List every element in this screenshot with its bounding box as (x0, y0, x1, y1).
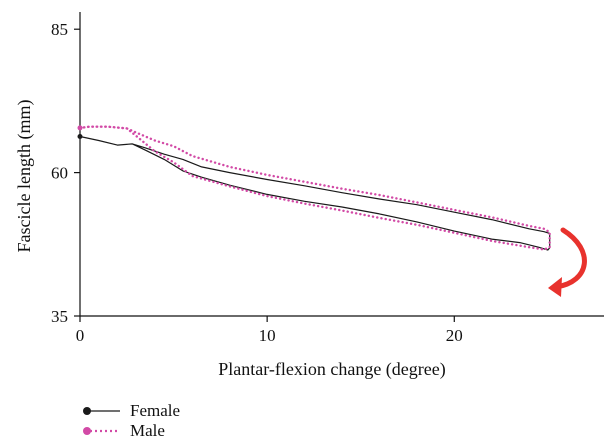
axes: 35 60 85 0 10 20 (51, 12, 604, 345)
x-tick-label: 10 (259, 326, 276, 345)
legend-swatch-female (83, 407, 120, 415)
legend-swatch-male (83, 427, 120, 435)
y-tick-label: 60 (51, 164, 68, 183)
legend-label-female: Female (130, 401, 181, 420)
x-tick-label: 20 (446, 326, 463, 345)
x-axis-label: Plantar-flexion change (degree) (218, 359, 446, 380)
red-curved-arrow-shaft (553, 227, 587, 290)
legend-item-male: Male (80, 421, 180, 441)
annotation-layer (548, 227, 587, 297)
y-tick-label: 85 (51, 20, 68, 39)
series-male-start-point (77, 125, 83, 131)
red-arrow-head (548, 277, 562, 297)
series-layer (77, 125, 551, 251)
legend-label-male: Male (130, 421, 165, 440)
y-tick-label: 35 (51, 307, 68, 326)
legend-item-female: Female (80, 401, 180, 421)
series-female-start-point (77, 133, 83, 139)
series-female-loop (79, 135, 551, 251)
y-axis-label: Fascicle length (mm) (14, 100, 35, 253)
x-tick-label: 0 (76, 326, 85, 345)
legend: Female Male (80, 401, 180, 441)
